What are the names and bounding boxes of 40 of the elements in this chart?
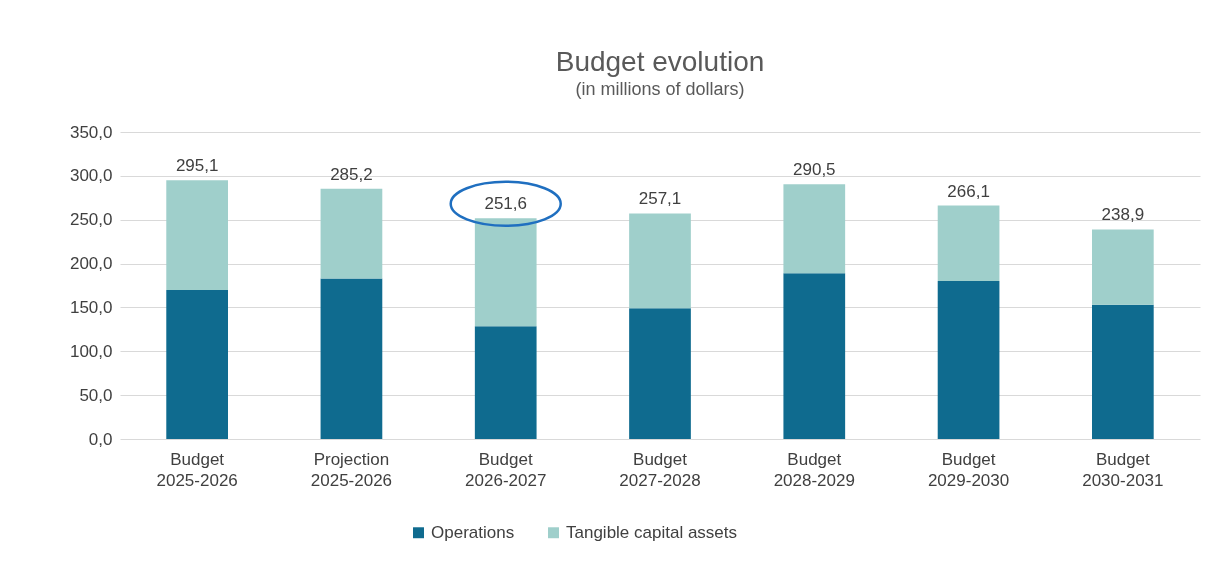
- bar: [320, 188, 383, 279]
- x-tick-label: Budget 2027-2028: [619, 449, 701, 490]
- bar: [629, 308, 691, 439]
- total-label: 290,5: [793, 160, 836, 180]
- bar: [629, 213, 691, 309]
- total-label: 238,9: [1101, 205, 1145, 225]
- bar: [783, 184, 846, 274]
- bar: [474, 326, 537, 439]
- total-label: 251,6: [484, 194, 527, 214]
- chart-subtitle: (in millions of dollars): [575, 79, 745, 99]
- bar: [1092, 229, 1154, 305]
- total-label: 257,1: [638, 189, 682, 209]
- legend-label: Tangible capital assets: [566, 522, 738, 542]
- x-tick-label: Budget 2029-2030: [927, 449, 1010, 490]
- bar: [937, 205, 1000, 282]
- chart-title: Budget evolution: [555, 46, 765, 77]
- x-tick-label: Budget 2030-2031: [1082, 449, 1164, 490]
- bar: [166, 289, 228, 439]
- bar: [474, 218, 537, 327]
- y-tick-label: 0,0: [88, 429, 113, 449]
- y-tick-label: 250,0: [69, 210, 113, 230]
- x-tick-label: Budget 2026-2027: [465, 449, 547, 490]
- x-tick-label: Budget 2025-2026: [156, 449, 238, 490]
- total-label: 266,1: [947, 181, 990, 201]
- bar: [937, 281, 1000, 439]
- y-tick-label: 100,0: [69, 341, 113, 361]
- total-label: 295,1: [175, 156, 219, 176]
- legend-label: Operations: [431, 522, 515, 542]
- y-tick-label: 200,0: [69, 254, 113, 274]
- y-tick-label: 350,0: [69, 122, 113, 142]
- x-tick-label: Projection 2025-2026: [310, 449, 393, 490]
- bar: [1092, 304, 1154, 439]
- y-tick-label: 300,0: [69, 166, 113, 186]
- y-tick-label: 150,0: [69, 297, 113, 317]
- total-label: 285,2: [330, 164, 373, 184]
- bar: [166, 180, 228, 290]
- y-tick-label: 50,0: [79, 385, 113, 405]
- bar: [783, 273, 846, 439]
- x-tick-label: Budget 2028-2029: [773, 449, 855, 490]
- bar: [320, 278, 383, 439]
